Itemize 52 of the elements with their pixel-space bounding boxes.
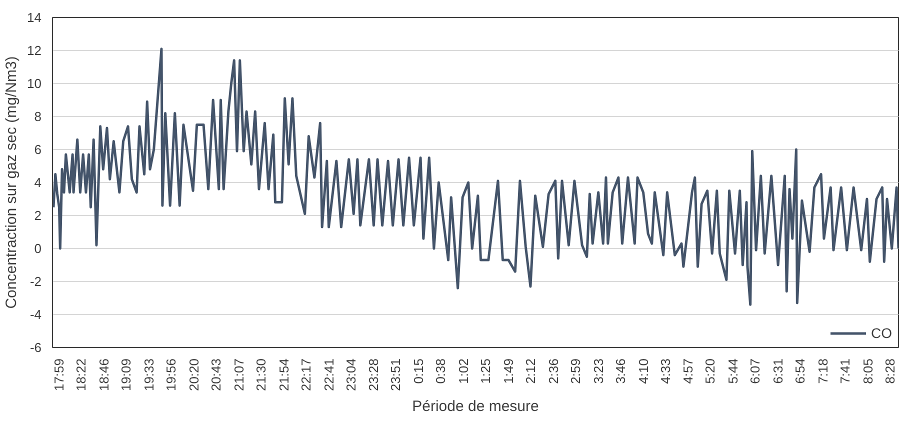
x-tick-label: 5:44 <box>726 358 741 384</box>
x-tick-label: 23:28 <box>366 358 382 392</box>
x-tick-label: 19:56 <box>164 358 179 392</box>
y-tick-label: 14 <box>27 10 42 25</box>
x-tick-label: 18:22 <box>74 358 89 392</box>
x-tick-label: 22:17 <box>298 358 314 392</box>
x-tick-label: 18:46 <box>96 358 112 392</box>
x-tick-label: 3:46 <box>612 358 628 384</box>
y-tick-label: 12 <box>27 43 42 58</box>
y-tick-label: 4 <box>34 175 42 190</box>
x-tick-label: 1:49 <box>500 358 516 384</box>
x-tick-label: 4:33 <box>658 358 673 384</box>
x-tick-label: 0:15 <box>411 358 426 384</box>
legend-label: CO <box>871 325 892 341</box>
x-tick-label: 6:07 <box>748 358 763 384</box>
x-tick-label: 17:59 <box>52 358 67 392</box>
y-tick-label: 2 <box>34 208 42 223</box>
x-tick-label: 21:30 <box>253 358 268 392</box>
x-tick-label: 19:09 <box>118 358 134 392</box>
x-tick-label: 21:54 <box>276 358 292 392</box>
y-tick-label: 8 <box>34 109 42 124</box>
y-tick-label: 10 <box>27 76 42 91</box>
y-tick-label: 6 <box>34 142 42 157</box>
x-tick-label: 22:41 <box>321 358 336 392</box>
x-tick-label: 0:38 <box>433 358 448 384</box>
y-tick-label: 0 <box>34 241 42 256</box>
x-tick-label: 19:33 <box>142 358 157 392</box>
x-tick-label: 20:20 <box>186 358 202 392</box>
x-tick-label: 8:05 <box>860 358 876 384</box>
x-tick-label: 6:54 <box>792 358 808 384</box>
x-tick-label: 1:02 <box>456 358 472 384</box>
x-tick-label: 7:18 <box>815 358 830 384</box>
x-tick-label: 3:23 <box>590 358 606 384</box>
x-axis-title: Période de mesure <box>412 398 539 416</box>
x-tick-label: 21:07 <box>231 358 246 392</box>
x-tick-label: 23:51 <box>388 358 404 392</box>
x-tick-label: 2:36 <box>546 358 561 384</box>
y-axis-title: Concentraction sur gaz sec (mg/Nm3) <box>3 56 20 309</box>
y-tick-label: -2 <box>30 274 42 289</box>
y-tick-label: -6 <box>30 340 42 355</box>
x-tick-label: 2:12 <box>522 358 538 384</box>
x-tick-label: 23:04 <box>343 358 358 392</box>
y-tick-label: -4 <box>30 307 42 322</box>
x-tick-label: 5:20 <box>702 358 718 384</box>
x-tick-label: 20:43 <box>208 358 224 392</box>
x-tick-label: 4:10 <box>636 358 651 384</box>
x-tick-label: 6:31 <box>770 358 786 384</box>
x-tick-label: 1:25 <box>478 358 494 384</box>
x-tick-label: 4:57 <box>680 358 696 384</box>
x-tick-label: 7:41 <box>837 358 852 384</box>
x-tick-label: 2:59 <box>568 358 583 384</box>
x-tick-label: 8:28 <box>882 358 898 384</box>
